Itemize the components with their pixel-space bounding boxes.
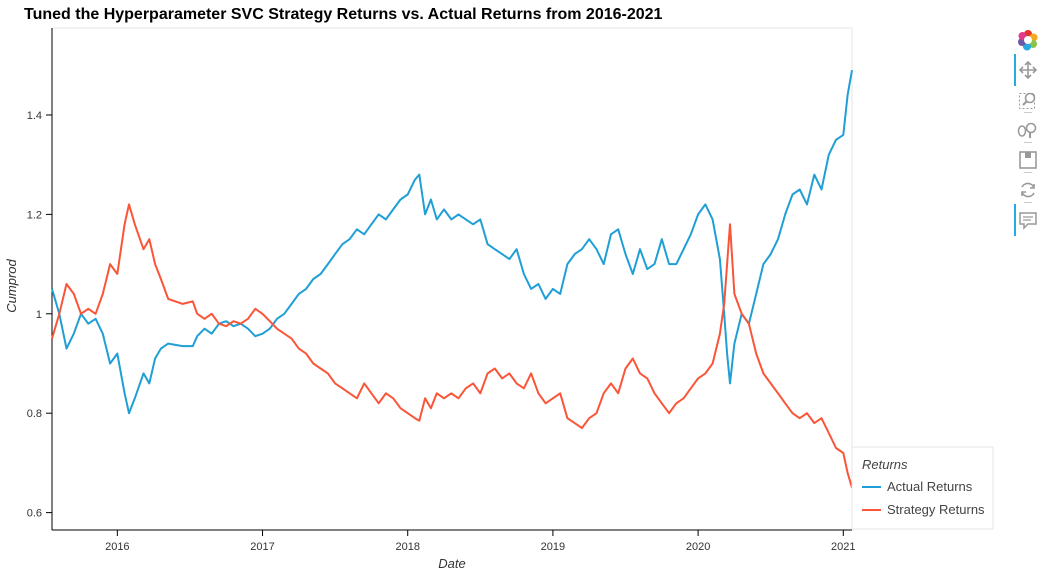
plot-area[interactable] (51, 27, 853, 531)
x-tick-label: 2019 (541, 541, 565, 553)
pan-tool-icon[interactable] (1014, 54, 1040, 86)
save-tool-icon[interactable] (1016, 148, 1040, 172)
x-tick-label: 2020 (686, 541, 710, 553)
toolbar-separator (1024, 172, 1032, 173)
chart-title: Tuned the Hyperparameter SVC Strategy Re… (24, 6, 663, 23)
x-tick-label: 2018 (395, 541, 419, 553)
toolbar-separator (1024, 112, 1032, 113)
y-tick-label: 1.2 (27, 209, 42, 221)
series-line-strategy-returns[interactable] (51, 203, 853, 489)
reset-tool-icon[interactable] (1016, 178, 1040, 202)
toolbar-separator (1024, 202, 1032, 203)
legend-title: Returns (862, 457, 908, 472)
x-axis-ticks: 2016 2017 2018 2019 2020 2021 (105, 530, 856, 553)
y-tick-label: 0.6 (27, 508, 42, 520)
y-tick-label: 0.8 (27, 408, 42, 420)
box-zoom-tool-icon[interactable] (1016, 88, 1040, 112)
x-axis-label: Date (438, 556, 465, 571)
y-axis-ticks: 0.6 0.8 1 1.2 1.4 (27, 110, 52, 520)
series-layer (51, 70, 853, 489)
wheel-zoom-tool-icon[interactable] (1016, 118, 1040, 142)
legend-label-strategy-returns[interactable]: Strategy Returns (887, 502, 985, 517)
x-tick-label: 2021 (831, 541, 855, 553)
hover-tool-icon[interactable] (1014, 204, 1040, 236)
toolbar-separator (1024, 142, 1032, 143)
y-tick-label: 1.4 (27, 110, 42, 122)
legend: Returns Actual Returns Strategy Returns (851, 446, 994, 530)
x-tick-label: 2017 (250, 541, 274, 553)
y-tick-label: 1 (36, 309, 42, 321)
bokeh-logo-icon[interactable] (1016, 28, 1040, 52)
series-line-actual-returns[interactable] (51, 70, 853, 415)
legend-label-actual-returns[interactable]: Actual Returns (887, 479, 973, 494)
y-axis-label: Cumprod (4, 258, 19, 312)
x-tick-label: 2016 (105, 541, 129, 553)
